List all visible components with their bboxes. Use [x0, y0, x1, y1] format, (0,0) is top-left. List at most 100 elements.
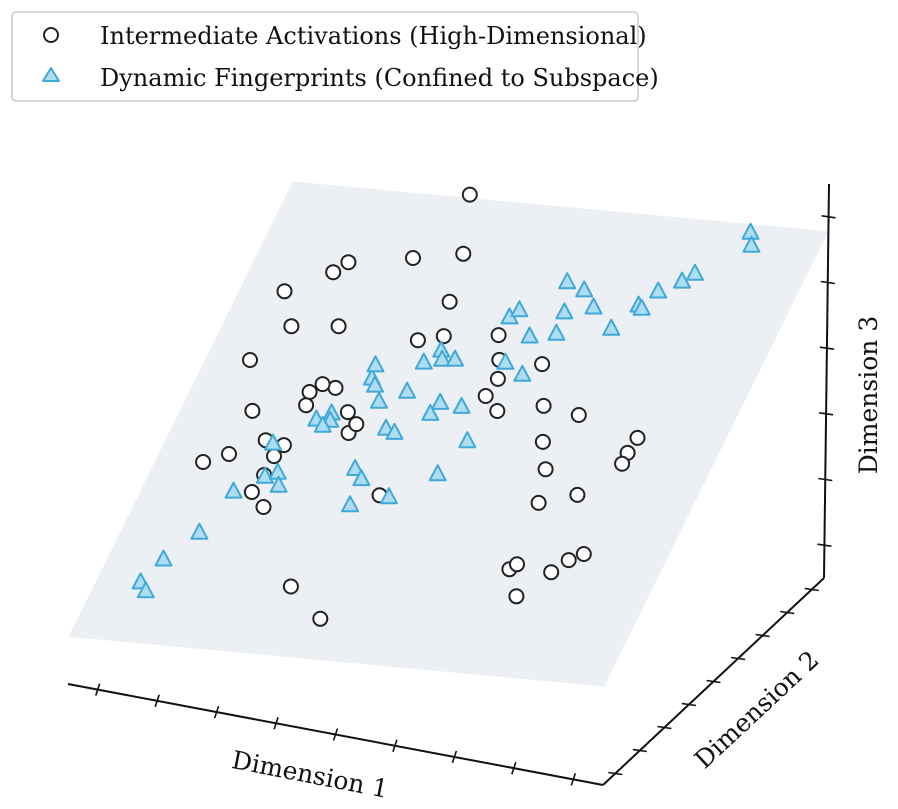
fingerprint-point	[346, 459, 365, 476]
z-axis-tick	[821, 215, 836, 219]
activation-point	[312, 610, 329, 627]
activation-point	[221, 446, 237, 462]
activation-point	[348, 416, 365, 433]
activation-point	[535, 397, 552, 414]
activation-point	[537, 461, 554, 478]
fingerprint-point	[513, 364, 532, 382]
activation-point	[327, 379, 344, 396]
fingerprint-point	[421, 403, 440, 421]
x-axis-tick	[570, 773, 577, 786]
activation-point	[570, 407, 587, 423]
fingerprint-point	[632, 298, 651, 316]
activation-point	[298, 397, 315, 414]
activation-point	[195, 454, 212, 470]
fingerprint-point	[264, 433, 282, 451]
activation-point	[340, 254, 357, 271]
fingerprint-point	[558, 272, 577, 290]
fingerprint-point	[190, 522, 209, 540]
y-axis-ticks	[608, 587, 819, 776]
activation-point	[490, 327, 507, 344]
z-axis: Dimension 3	[817, 183, 883, 579]
y-axis-tick	[780, 610, 795, 615]
fingerprint-point	[341, 495, 360, 513]
fingerprint-point	[154, 549, 173, 567]
fingerprint-point	[742, 235, 761, 253]
x-axis: Dimension 1	[67, 683, 604, 804]
activation-point	[283, 318, 300, 335]
activation-point	[409, 332, 426, 349]
fingerprint-point	[398, 381, 417, 399]
fingerprint-point	[431, 392, 450, 410]
z-axis-tick	[820, 280, 835, 285]
legend-marker-fingerprints	[42, 67, 60, 82]
fingerprint-point	[136, 581, 155, 599]
fingerprint-point	[547, 323, 566, 341]
fingerprint-point	[366, 375, 384, 393]
fingerprint-point	[555, 302, 574, 320]
activation-point	[244, 402, 261, 419]
subspace-plane	[68, 181, 829, 687]
activation-point	[243, 484, 260, 500]
y-axis-tick	[608, 771, 623, 776]
fingerprint-point	[686, 263, 704, 281]
fingerprint-point	[520, 326, 539, 344]
x-axis-tick	[332, 728, 339, 741]
fingerprint-point	[649, 281, 668, 299]
fingerprint-point	[458, 431, 477, 449]
x-axis-tick	[94, 683, 101, 696]
legend-label-activations: Intermediate Activations (High-Dimension…	[100, 22, 647, 50]
fingerprint-point	[452, 396, 471, 414]
fingerprint-point	[446, 349, 464, 367]
legend-frame	[11, 11, 639, 102]
activation-point	[575, 546, 592, 562]
activation-point	[242, 352, 258, 368]
fingerprint-point	[370, 391, 388, 409]
y-axis-label: Dimension 2	[689, 645, 825, 774]
activation-point	[435, 328, 452, 345]
activation-point	[455, 245, 472, 262]
activation-point	[560, 552, 577, 569]
fingerprint-points	[131, 222, 761, 599]
x-axis-tick	[451, 750, 458, 764]
fingerprint-point	[385, 422, 404, 440]
fingerprint-point	[414, 352, 433, 370]
activation-point	[534, 433, 551, 450]
activation-point	[276, 283, 293, 300]
x-axis-tick	[392, 739, 398, 752]
activation-point	[339, 404, 356, 421]
z-axis-tick	[818, 477, 833, 482]
fingerprint-point	[510, 300, 529, 318]
activation-point	[508, 588, 525, 605]
fingerprint-point	[428, 464, 447, 482]
z-axis-ticks	[817, 215, 836, 547]
activation-point	[477, 388, 494, 404]
activation-point	[461, 186, 478, 203]
activation-point	[441, 293, 458, 310]
fingerprint-point	[352, 469, 371, 487]
x-axis-label: Dimension 1	[230, 745, 391, 804]
fingerprint-point	[269, 475, 288, 493]
y-axis-tick	[681, 702, 697, 707]
fingerprint-point	[602, 318, 621, 336]
activation-point	[255, 499, 272, 515]
z-axis-line	[823, 183, 830, 579]
activation-point	[330, 318, 347, 335]
legend-label-fingerprints: Dynamic Fingerprints (Confined to Subspa…	[100, 64, 659, 92]
z-axis-tick	[817, 543, 832, 547]
y-axis-tick	[706, 679, 721, 684]
activation-point	[530, 494, 547, 511]
y-axis-tick	[755, 633, 770, 638]
activation-point	[301, 384, 318, 400]
activation-point	[534, 356, 551, 373]
z-axis-tick	[819, 346, 835, 350]
fingerprint-point	[379, 487, 398, 505]
activation-point	[282, 578, 299, 595]
activation-point	[543, 564, 560, 581]
x-axis-tick	[213, 705, 220, 719]
activation-point	[629, 429, 646, 446]
activation-point	[509, 556, 525, 573]
activation-points	[195, 186, 646, 627]
activation-point	[325, 264, 342, 281]
fingerprint-point	[433, 349, 452, 367]
x-axis-tick	[511, 761, 517, 775]
